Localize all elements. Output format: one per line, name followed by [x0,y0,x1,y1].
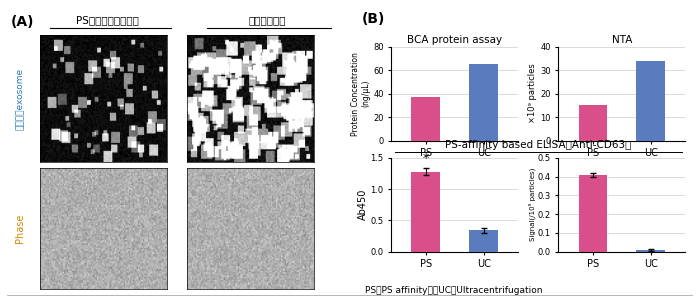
Text: 蛍光標識exosome: 蛍光標識exosome [16,68,25,130]
Bar [469,64,498,141]
Bar [579,175,607,252]
Bar [412,172,440,252]
Text: PS-affinity based ELISA（Anti-CD63）: PS-affinity based ELISA（Anti-CD63） [445,140,631,150]
Title: BCA protein assay: BCA protein assay [408,35,503,45]
Bar [412,97,440,141]
Y-axis label: Signal(/10⁹ particles): Signal(/10⁹ particles) [528,168,536,241]
Y-axis label: Protein Concentration
(ng/μL): Protein Concentration (ng/μL) [351,52,370,136]
Bar [579,105,607,141]
Text: Phase: Phase [15,214,25,243]
Text: PSアフィニティー法: PSアフィニティー法 [75,15,138,25]
Bar [636,61,665,141]
Bar [469,230,498,252]
Y-axis label: Ab450: Ab450 [358,189,368,220]
Bar [636,250,665,252]
Text: *: * [423,152,429,165]
Text: (B): (B) [361,12,384,26]
Text: (A): (A) [10,15,34,29]
Title: NTA: NTA [612,35,632,45]
Text: 超遠心分離法: 超遠心分離法 [249,15,287,25]
Y-axis label: ×10⁹ particles: ×10⁹ particles [528,64,538,123]
Text: PS：PS affinity　　UC：Ultracentrifugation: PS：PS affinity UC：Ultracentrifugation [365,286,542,295]
